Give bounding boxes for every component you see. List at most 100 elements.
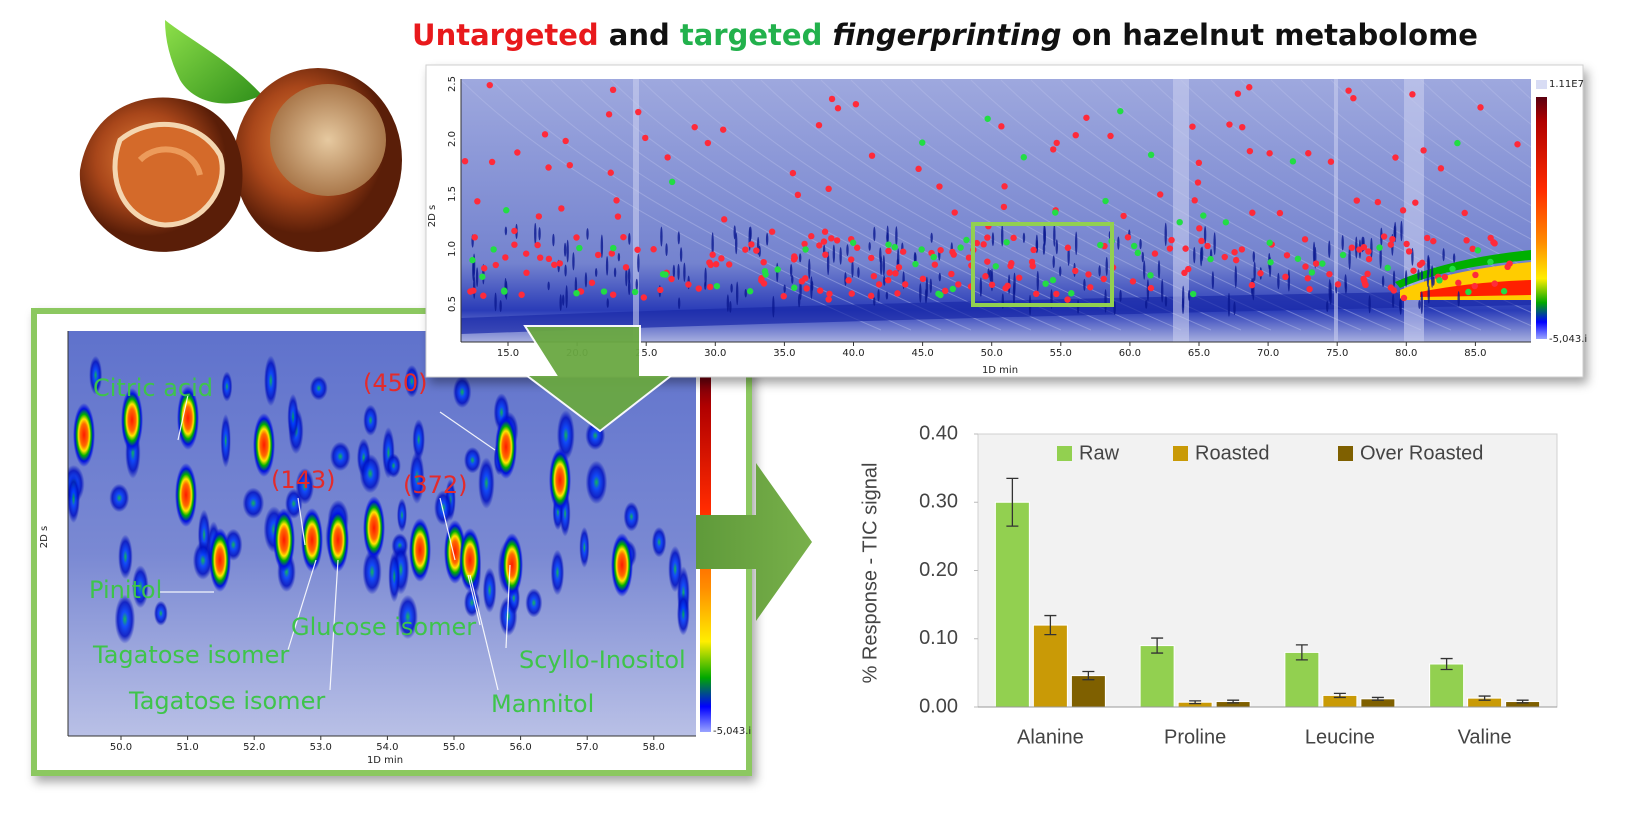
minor-peak <box>404 364 420 398</box>
feature-dot <box>833 237 841 244</box>
y-tick-label: 2.0 <box>447 131 458 147</box>
feature-dot <box>620 233 627 241</box>
peak-trace <box>832 244 836 263</box>
feature-dot <box>853 244 861 251</box>
peak-trace <box>929 278 933 293</box>
peak-trace <box>1117 236 1120 250</box>
minor-peak <box>396 498 408 533</box>
peak-trace <box>628 279 631 296</box>
peak-trace <box>473 275 476 299</box>
peak-trace <box>735 232 738 255</box>
peak-trace <box>1417 269 1420 280</box>
feature-dot <box>1365 255 1373 263</box>
feature-dot <box>948 270 955 278</box>
target-dot <box>479 273 486 280</box>
compound-label: Tagatose isomer <box>128 687 325 715</box>
feature-dot <box>706 283 714 291</box>
feature-dot <box>1239 123 1246 131</box>
feature-dot <box>1334 281 1342 288</box>
feature-dot <box>719 126 727 133</box>
feature-dot <box>1306 285 1313 293</box>
feature-dot <box>1374 198 1382 206</box>
peak-trace <box>873 297 876 306</box>
x-tick-label: 60.0 <box>1119 348 1141 359</box>
peak-trace <box>1253 261 1256 282</box>
target-dot <box>1267 259 1274 266</box>
feature-dot <box>899 248 907 255</box>
peak-trace <box>1213 232 1216 256</box>
x-tick-label: 70.0 <box>1257 348 1279 359</box>
target-dot <box>1020 154 1028 161</box>
target-dot <box>713 282 721 290</box>
minor-peak <box>463 446 482 474</box>
feature-dot <box>1327 158 1335 165</box>
feature-dot <box>998 123 1005 130</box>
peak-trace <box>625 267 628 287</box>
peak-trace <box>758 245 761 257</box>
feature-dot <box>461 157 469 165</box>
major-peak <box>409 518 431 582</box>
legend-label: Over Roasted <box>1360 442 1483 464</box>
feature-dot <box>748 241 755 248</box>
target-dot <box>1189 290 1197 298</box>
peak-trace <box>772 295 775 318</box>
error-bar <box>1189 700 1202 705</box>
colorbar-label: 1.11E7 <box>1549 79 1584 90</box>
peak-trace <box>1145 299 1148 309</box>
y-axis-label: % Response - TIC signal <box>859 463 881 684</box>
feature-dot <box>480 292 487 299</box>
minor-peak <box>397 594 418 640</box>
target-dot <box>490 246 497 253</box>
y-tick-label: 0.20 <box>919 559 958 581</box>
minor-peak <box>412 419 425 461</box>
x-axis-label: 1D min <box>367 755 403 766</box>
peak-trace <box>1043 223 1046 246</box>
feature-dot <box>780 292 787 300</box>
feature-dot <box>1504 263 1511 271</box>
peak-trace <box>726 294 730 312</box>
feature-dot <box>1424 234 1431 242</box>
compound-label: Mannitol <box>491 690 594 718</box>
peak-trace <box>810 276 813 299</box>
peak-trace <box>989 269 992 282</box>
peak-trace <box>564 264 567 277</box>
major-peak <box>459 528 481 592</box>
peak-trace <box>1277 272 1280 290</box>
peak-trace <box>677 263 680 280</box>
feature-dot <box>718 255 725 262</box>
minor-peak <box>153 600 168 626</box>
feature-dot <box>640 294 648 301</box>
x-tick-label: 55.0 <box>1050 348 1072 359</box>
minor-peak <box>114 594 136 644</box>
peak-trace <box>1399 298 1402 315</box>
feature-dot <box>1181 269 1188 277</box>
peak-trace <box>826 251 830 276</box>
peak-trace <box>704 267 707 287</box>
feature-dot <box>825 296 832 303</box>
feature-dot <box>894 290 901 297</box>
target-dot <box>1465 288 1472 296</box>
target-dot <box>1207 255 1214 263</box>
peak-trace <box>574 276 578 295</box>
streak <box>1360 79 1531 207</box>
feature-dot <box>1030 246 1037 254</box>
major-peak <box>175 463 197 527</box>
feature-dot <box>551 261 558 268</box>
feature-dot <box>955 281 962 288</box>
bar <box>994 501 1030 708</box>
peak-trace <box>1341 235 1344 251</box>
minor-peak <box>285 488 303 519</box>
target-dot <box>774 266 781 273</box>
target-dot <box>1117 107 1124 115</box>
streak <box>1631 80 1650 330</box>
peak-trace <box>873 226 876 242</box>
target-dot <box>885 241 892 248</box>
peak-trace <box>677 231 680 245</box>
x-tick-label: 40.0 <box>842 348 864 359</box>
down-arrow <box>523 325 675 433</box>
peak-trace <box>665 243 668 256</box>
target-dot <box>1068 290 1075 297</box>
peak-trace <box>1348 247 1351 270</box>
target-dot <box>891 243 898 251</box>
